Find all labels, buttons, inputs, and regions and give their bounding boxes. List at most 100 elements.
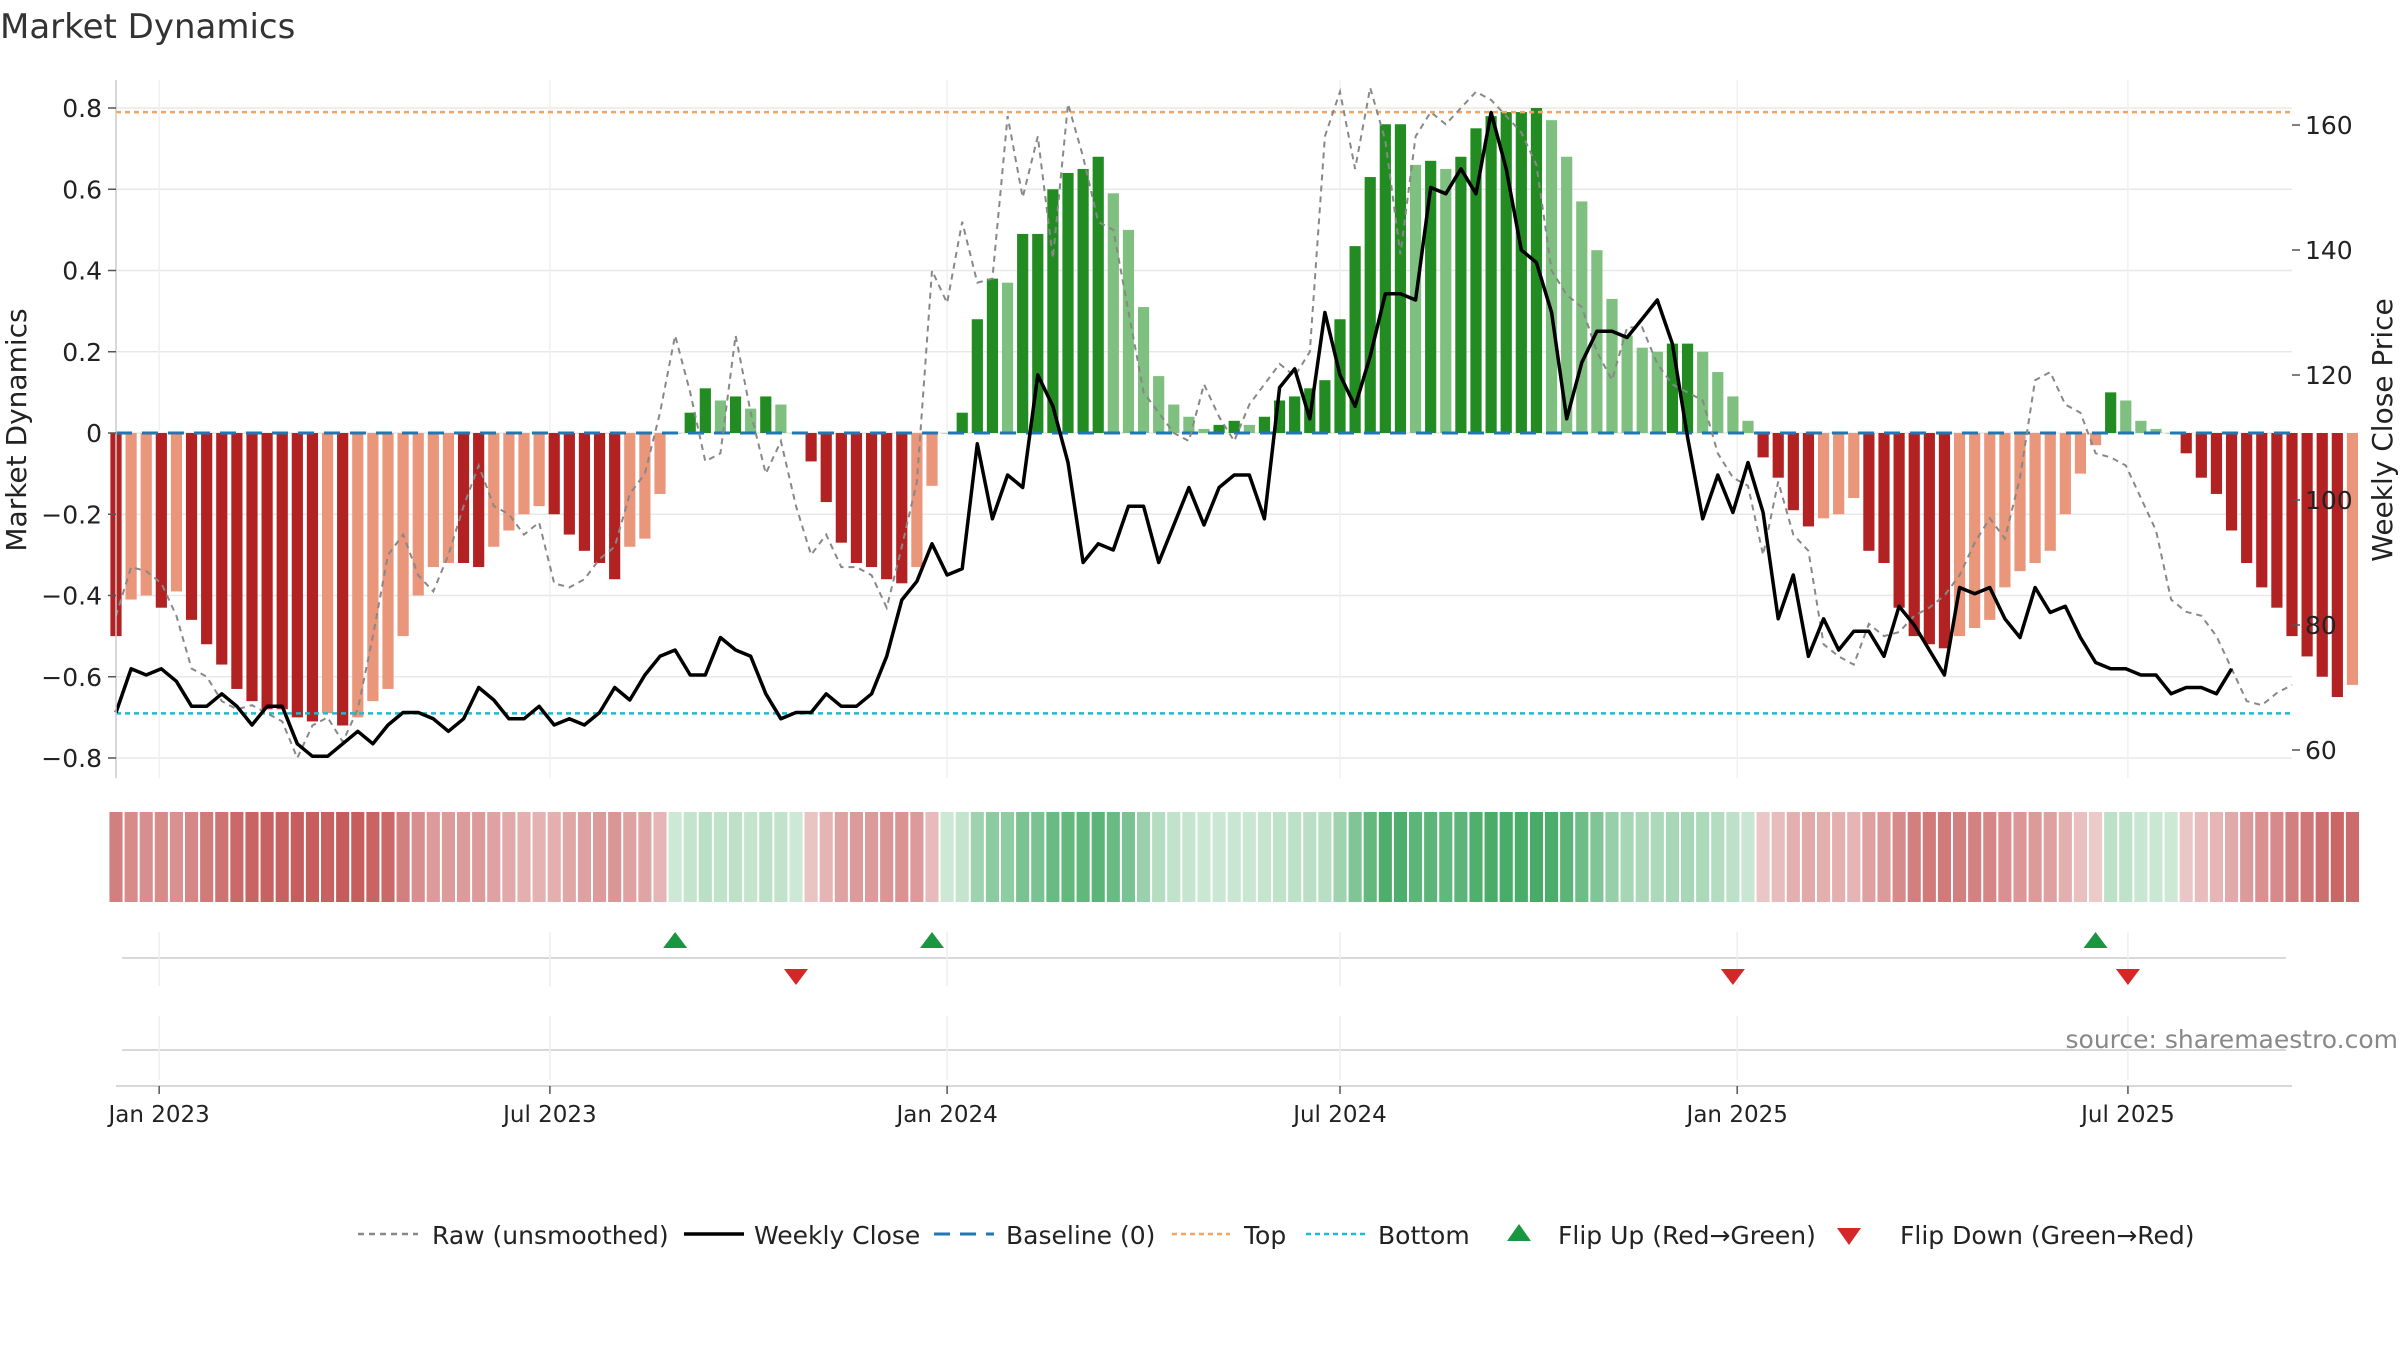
x-tick-label: Jan 2024: [894, 1102, 997, 1128]
bar: [1772, 433, 1784, 478]
strip-cell: [230, 812, 244, 902]
bar: [140, 433, 152, 596]
bar: [216, 433, 228, 665]
y-tick-label: −0.4: [41, 582, 102, 611]
strip-cell: [1847, 812, 1861, 902]
bar: [2059, 433, 2071, 515]
y2-tick-label: 140: [2305, 236, 2353, 265]
y2-tick-label: 160: [2305, 111, 2353, 140]
y-tick-label: −0.6: [41, 663, 102, 692]
bar: [639, 433, 651, 539]
bar: [1122, 229, 1135, 433]
bar: [1183, 416, 1195, 433]
bar: [1349, 246, 1361, 433]
strip-cell: [1650, 812, 1664, 902]
bar: [1621, 335, 1633, 433]
strip-cell: [1529, 812, 1543, 902]
bar: [1908, 433, 1920, 637]
bar: [2089, 433, 2102, 446]
strip-cell: [2285, 812, 2299, 902]
strip-cell: [1983, 812, 1997, 902]
strip-cell: [1363, 812, 1377, 902]
strip-cell: [366, 812, 380, 902]
strip-cell: [1998, 812, 2012, 902]
bar: [2120, 400, 2132, 433]
bar: [729, 396, 742, 433]
y2-tick-label: 100: [2305, 486, 2353, 515]
strip-cell: [1031, 812, 1045, 902]
strip-cell: [2043, 812, 2057, 902]
strip-cell: [849, 812, 863, 902]
strip-cell: [1575, 812, 1589, 902]
strip-cell: [2330, 812, 2344, 902]
strip-cell: [1378, 812, 1392, 902]
bar: [1878, 433, 1890, 563]
strip-cell: [2104, 812, 2118, 902]
bar: [578, 433, 591, 551]
bar: [412, 433, 424, 596]
y-tick-label: 0.6: [62, 175, 102, 204]
bar: [518, 433, 530, 515]
bar: [865, 433, 878, 568]
strip-cell: [759, 812, 773, 902]
strip-cell: [2225, 812, 2239, 902]
legend-baseline-label: Baseline (0): [1006, 1221, 1155, 1250]
bar: [1213, 424, 1225, 433]
x-tick-label: Jul 2025: [2079, 1102, 2175, 1128]
strip-cell: [1182, 812, 1196, 902]
strip-cell: [2240, 812, 2254, 902]
regime-strip: [109, 812, 2359, 902]
bar: [1561, 156, 1573, 433]
bar: [1062, 173, 1074, 433]
bar: [1364, 177, 1376, 433]
bar: [1953, 433, 1966, 637]
strip-cell: [2013, 812, 2027, 902]
bar: [1576, 201, 1588, 433]
strip-cell: [487, 812, 501, 902]
strip-cell: [154, 812, 168, 902]
y-tick-label: −0.8: [41, 744, 102, 773]
strip-cell: [608, 812, 622, 902]
bar: [2195, 433, 2207, 478]
strip-cell: [1907, 812, 1921, 902]
strip-cell: [275, 812, 289, 902]
bar: [1923, 433, 1935, 645]
strip-cell: [1499, 812, 1513, 902]
bar: [155, 433, 167, 608]
strip-cell: [562, 812, 576, 902]
bar: [1198, 428, 1210, 433]
weekly-close-line: [114, 110, 2234, 759]
bar: [986, 278, 999, 433]
bar: [593, 433, 606, 563]
bar: [367, 433, 379, 702]
lines-group: [114, 87, 2293, 761]
strip-cell: [2028, 812, 2042, 902]
bar: [1470, 128, 1482, 433]
bar: [1666, 343, 1679, 433]
strip-cell: [305, 812, 319, 902]
strip-cell: [819, 812, 833, 902]
strip-cell: [1091, 812, 1105, 902]
bar: [170, 433, 183, 592]
bar: [2014, 433, 2026, 572]
strip-cell: [1696, 812, 1710, 902]
strip-cell: [865, 812, 879, 902]
strip-cell: [940, 812, 954, 902]
strip-cell: [2119, 812, 2133, 902]
strip-cell: [245, 812, 259, 902]
bar: [941, 433, 953, 434]
strip-cell: [1454, 812, 1468, 902]
bar: [2044, 433, 2056, 551]
chart-title: Market Dynamics: [0, 7, 295, 47]
strip-cell: [1771, 812, 1785, 902]
bar: [2150, 428, 2162, 433]
strip-cell: [668, 812, 682, 902]
strip-cell: [1137, 812, 1151, 902]
strip-cell: [426, 812, 440, 902]
bar: [261, 433, 273, 710]
bar: [352, 433, 364, 718]
bar: [563, 433, 575, 535]
strip-cell: [2149, 812, 2163, 902]
bar: [2105, 392, 2117, 433]
strip-cell: [2300, 812, 2314, 902]
